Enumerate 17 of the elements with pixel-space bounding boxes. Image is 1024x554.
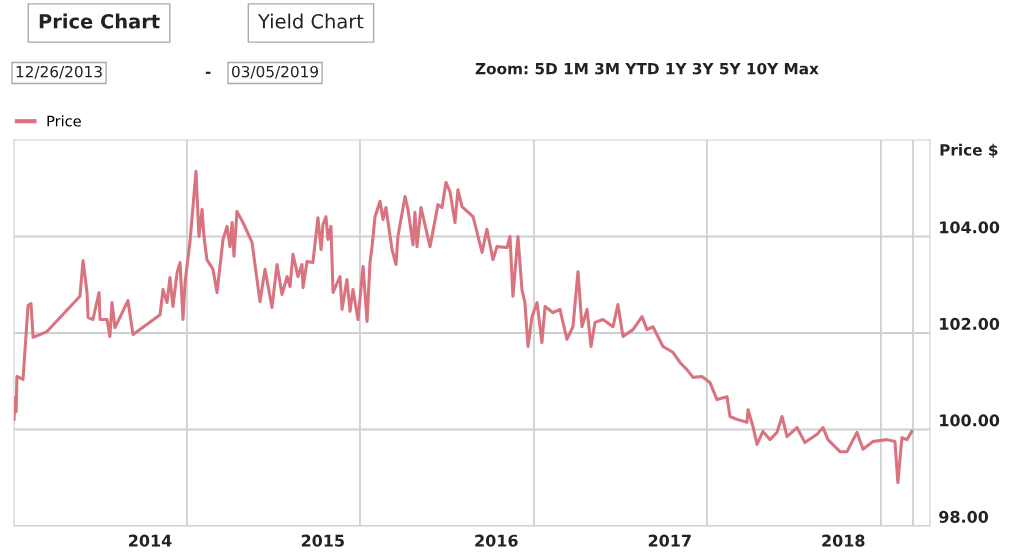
text: Zoom: 5D 1M 3M YTD 1Y 3Y 5Y 10Y Max (475, 62, 819, 75)
x-tick-label: 2018 (822, 534, 865, 547)
text: 03/05/2019 (232, 65, 318, 79)
y-tick-label: 104.00 (940, 221, 1000, 234)
text: Price Chart (39, 13, 160, 29)
x-tick-label: 2015 (301, 534, 344, 547)
text: 12/26/2013 (16, 65, 102, 79)
x-tick-label: 2017 (648, 534, 691, 547)
y-tick-label: 102.00 (940, 317, 1000, 330)
text: Yield Chart (257, 13, 364, 29)
y-tick-label: 100.00 (940, 414, 1000, 427)
y-tick-label: 98.00 (939, 510, 989, 523)
legend-label: Price (47, 115, 81, 127)
x-tick-label: 2016 (475, 534, 518, 547)
y-axis-title: Price $ (940, 143, 998, 158)
text: - (205, 71, 211, 74)
x-tick-label: 2014 (129, 534, 172, 547)
